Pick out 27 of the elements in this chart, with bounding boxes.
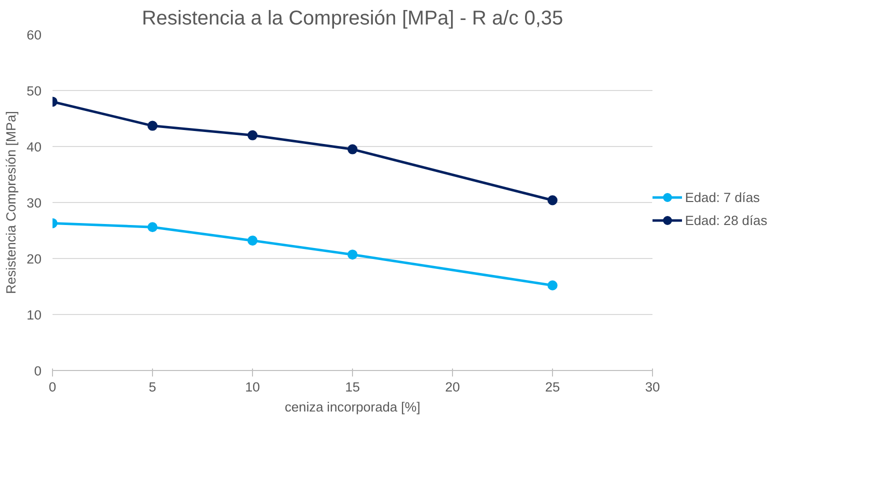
y-tick-label: 0 (34, 364, 42, 378)
point (348, 144, 358, 154)
y-axis-title: Resistencia Compresión [MPa] (4, 111, 19, 294)
point (248, 236, 258, 246)
x-tick-label: 5 (148, 380, 156, 394)
x-tick-label: 25 (545, 380, 560, 394)
point (248, 130, 258, 140)
x-tick-label: 10 (245, 380, 260, 394)
legend-label: Edad: 7 días (685, 190, 760, 204)
point (548, 280, 558, 290)
y-tick-label: 10 (26, 308, 42, 322)
point (548, 195, 558, 206)
x-tick-label: 30 (645, 380, 660, 394)
point (148, 222, 158, 232)
x-axis-title: ceniza incorporada [%] (284, 400, 420, 414)
y-tick-label: 30 (26, 196, 42, 210)
legend-label: Edad: 28 días (685, 212, 768, 228)
x-tick-label: 20 (445, 380, 460, 394)
y-tick-label: 60 (26, 28, 42, 42)
point (348, 250, 358, 260)
chart-title: Resistencia a la Compresión [MPa] - R a/c 0,35 (142, 8, 564, 30)
y-tick-label: 50 (26, 84, 42, 98)
point (148, 120, 158, 131)
x-tick-label: 0 (48, 380, 56, 394)
y-tick-label: 40 (26, 140, 42, 154)
y-tick-label: 20 (26, 252, 42, 266)
x-tick-label: 15 (345, 380, 360, 394)
